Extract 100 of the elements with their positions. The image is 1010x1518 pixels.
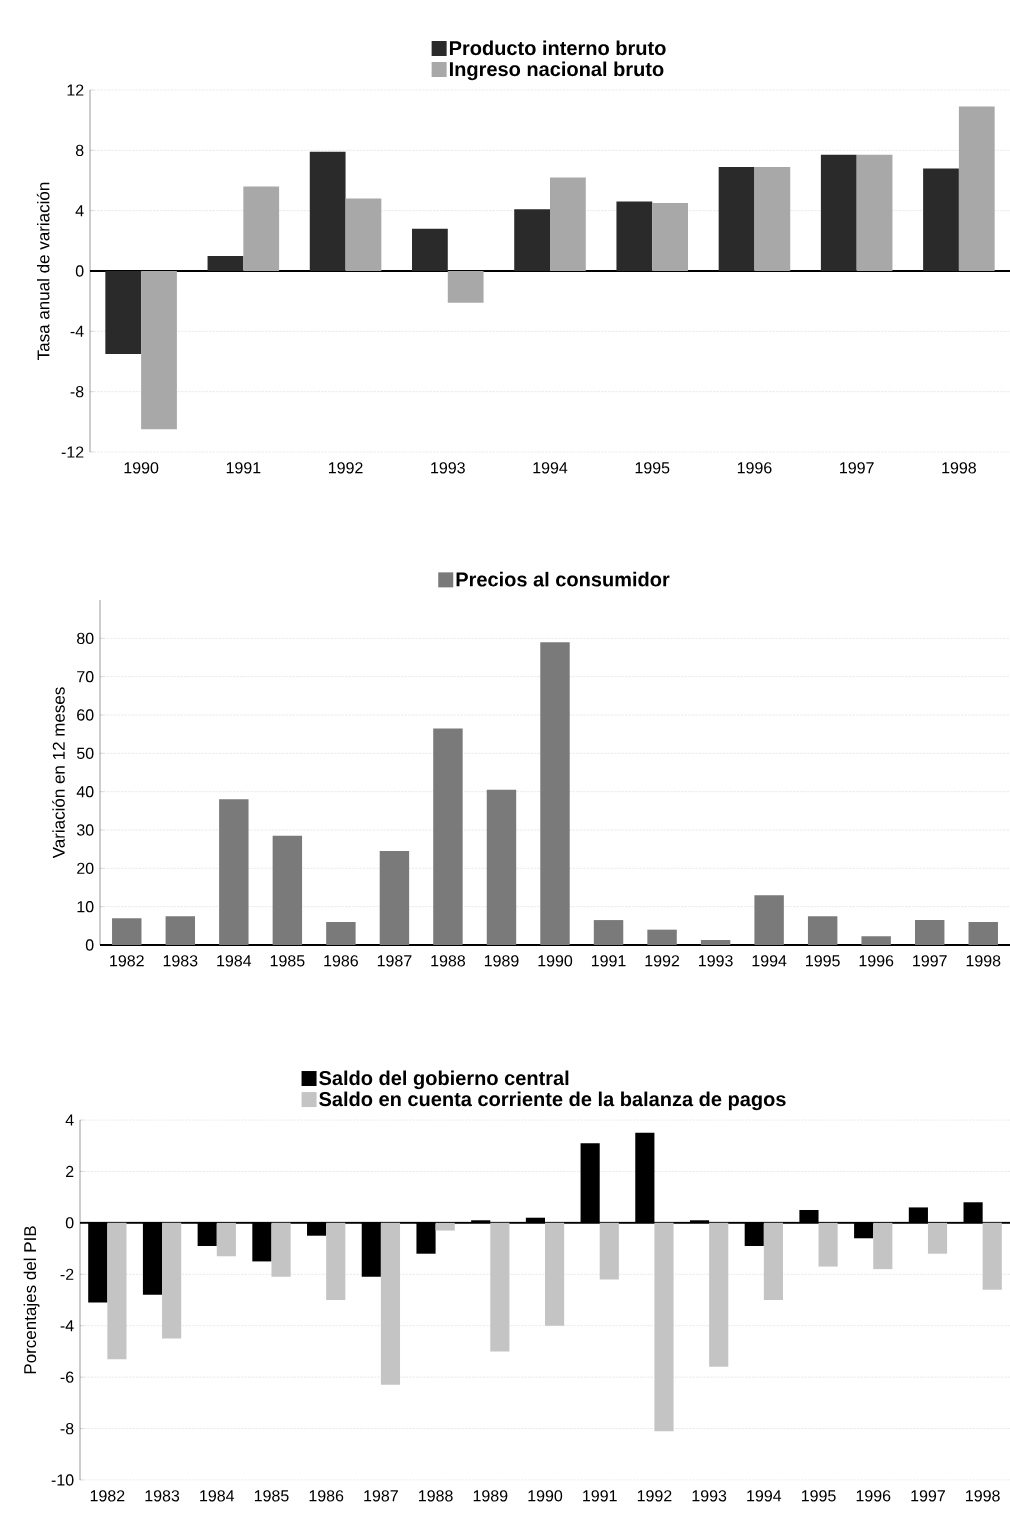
y-axis-title: Variación en 12 meses xyxy=(52,687,65,859)
y-tick-label: -8 xyxy=(60,1422,74,1435)
y-tick-label: 30 xyxy=(76,824,94,836)
bar xyxy=(818,1222,838,1267)
bar xyxy=(958,106,995,271)
y-tick-label: 12 xyxy=(67,84,84,96)
y-tick-label: -2 xyxy=(60,1268,74,1280)
y-tick-label: -6 xyxy=(60,1371,74,1383)
bar xyxy=(447,270,484,303)
bar xyxy=(243,186,280,271)
bar xyxy=(165,916,196,945)
y-axis-title: Tasa anual de variación xyxy=(36,182,50,360)
bar xyxy=(754,166,791,271)
x-tick-label: 1996 xyxy=(856,1490,891,1502)
bar xyxy=(433,728,463,945)
bar xyxy=(380,1222,401,1385)
x-tick-label: 1995 xyxy=(801,1490,836,1502)
bar xyxy=(820,154,857,271)
x-tick-label: 1997 xyxy=(911,1490,945,1502)
y-tick-label: 70 xyxy=(77,671,94,683)
y-tick-label: 8 xyxy=(75,144,84,156)
x-tick-label: 1991 xyxy=(591,955,626,967)
x-tick-label: 1983 xyxy=(163,955,198,967)
x-tick-label: 1984 xyxy=(200,1490,235,1502)
bar xyxy=(718,166,755,271)
bar xyxy=(654,1222,674,1432)
bar xyxy=(593,920,624,945)
y-tick-label: -8 xyxy=(70,386,84,398)
bar xyxy=(271,1222,291,1277)
x-tick-label: 1994 xyxy=(747,1490,782,1502)
bar xyxy=(763,1222,783,1300)
legend-label: Producto interno bruto xyxy=(449,40,666,56)
x-tick-label: 1988 xyxy=(431,955,466,967)
bar xyxy=(207,255,244,271)
x-tick-label: 1992 xyxy=(637,1490,672,1502)
bar xyxy=(700,940,731,945)
bar xyxy=(412,228,448,271)
bar xyxy=(927,1222,948,1254)
bar xyxy=(379,851,410,945)
bar xyxy=(112,918,142,945)
x-tick-label: 1989 xyxy=(473,1490,508,1502)
bar xyxy=(326,921,356,945)
x-tick-label: 1994 xyxy=(533,462,568,474)
y-tick-label: 0 xyxy=(75,265,84,277)
x-tick-label: 1990 xyxy=(124,462,159,474)
x-tick-label: 1997 xyxy=(913,955,947,967)
y-tick-label: -4 xyxy=(70,325,84,337)
bar xyxy=(545,1222,565,1326)
x-tick-label: 1998 xyxy=(966,1490,1000,1502)
legend-label: Saldo del gobierno central xyxy=(319,1070,569,1090)
x-tick-label: 1998 xyxy=(942,462,976,474)
y-tick-label: -4 xyxy=(60,1320,74,1332)
x-tick-label: 1986 xyxy=(309,1490,344,1502)
bar xyxy=(141,270,177,430)
x-tick-label: 1986 xyxy=(324,955,358,967)
bar xyxy=(807,916,838,945)
y-tick-label: 60 xyxy=(77,709,94,721)
bar xyxy=(107,1222,127,1360)
bar xyxy=(754,895,784,945)
x-tick-label: 1992 xyxy=(328,462,363,474)
x-tick-label: 1993 xyxy=(692,1490,727,1502)
bar xyxy=(647,929,677,945)
bar xyxy=(162,1222,182,1339)
x-tick-label: 1982 xyxy=(90,1490,125,1502)
y-tick-label: 0 xyxy=(65,1217,74,1229)
x-tick-label: 1992 xyxy=(645,955,680,967)
x-tick-label: 1987 xyxy=(364,1490,398,1502)
x-tick-label: 1993 xyxy=(431,462,465,474)
x-tick-label: 1996 xyxy=(859,955,894,967)
legend-label: Precios al consumidor xyxy=(456,571,670,587)
y-tick-label: 4 xyxy=(75,205,84,217)
y-tick-label: -12 xyxy=(61,446,84,458)
bar xyxy=(914,920,945,945)
bar xyxy=(514,209,550,271)
x-tick-label: 1985 xyxy=(254,1490,289,1502)
bar xyxy=(490,1222,510,1352)
x-tick-label: 1983 xyxy=(145,1490,180,1502)
y-tick-label: 80 xyxy=(77,632,94,644)
x-tick-label: 1982 xyxy=(110,955,144,967)
x-tick-label: 1988 xyxy=(419,1490,453,1502)
bar xyxy=(616,201,653,271)
bar xyxy=(599,1222,619,1280)
x-tick-label: 1995 xyxy=(635,462,670,474)
y-tick-label: 0 xyxy=(85,939,94,951)
y-tick-label: 40 xyxy=(76,786,94,798)
bar xyxy=(873,1222,893,1270)
y-tick-label: 20 xyxy=(77,862,94,874)
y-tick-label: 10 xyxy=(77,901,94,913)
x-tick-label: 1990 xyxy=(528,1490,563,1502)
bar xyxy=(550,177,586,271)
y-tick-label: -10 xyxy=(51,1474,74,1486)
x-tick-label: 1990 xyxy=(538,955,573,967)
bar xyxy=(982,1222,1002,1290)
x-tick-label: 1991 xyxy=(583,1490,617,1502)
bar xyxy=(309,151,346,271)
bar xyxy=(856,154,893,271)
bar xyxy=(216,1222,236,1257)
bar xyxy=(968,921,998,945)
bar xyxy=(923,168,959,271)
bar xyxy=(105,270,142,354)
